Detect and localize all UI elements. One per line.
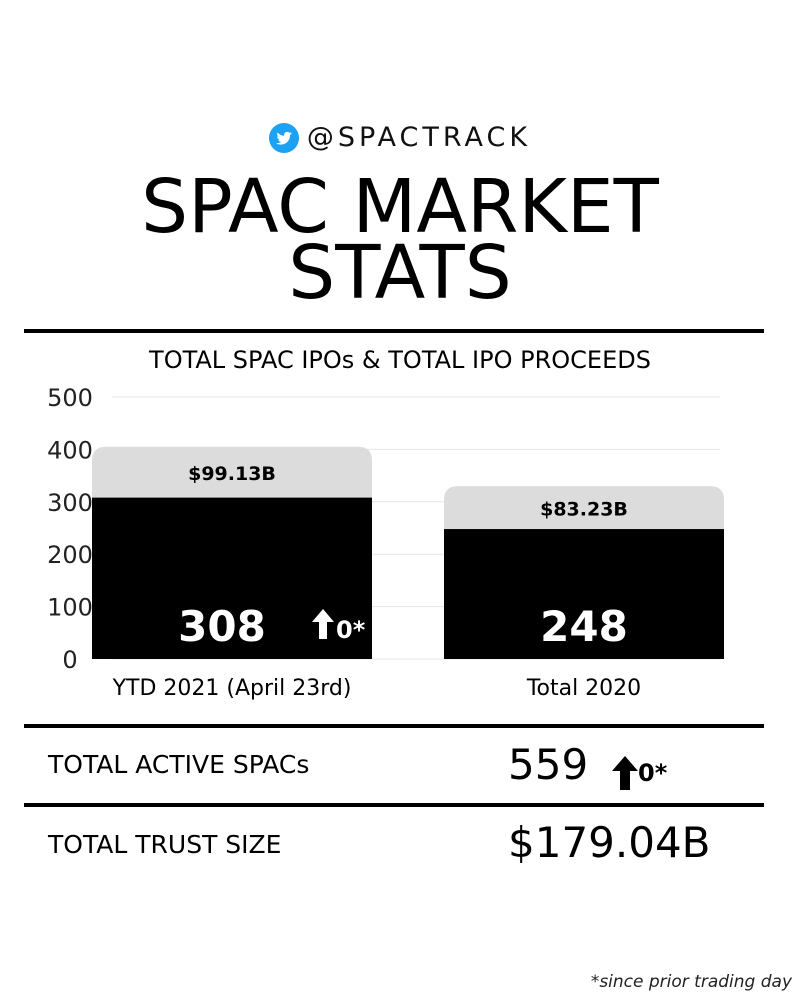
divider-top xyxy=(24,329,764,333)
y-tick-label: 200 xyxy=(47,541,93,569)
chart-area: 0 100 200 300 400 500 $99.13B 308 0* YTD 2021 (Ap… xyxy=(47,384,724,701)
x-category-label: Total 2020 xyxy=(526,676,641,701)
trust-size-value: $179.04B xyxy=(508,818,711,867)
y-tick-label: 0 xyxy=(62,646,77,674)
page-title-line1: SPAC MARKET xyxy=(141,164,659,250)
page-title-line2: STATS xyxy=(288,230,512,316)
twitter-icon xyxy=(268,122,299,153)
twitter-handle: @SPACTRACK xyxy=(306,122,532,153)
y-tick-label: 500 xyxy=(47,384,93,412)
up-arrow-icon xyxy=(612,756,638,790)
y-tick-label: 400 xyxy=(47,436,93,464)
active-spacs-change: 0* xyxy=(612,756,667,790)
footnote: *since prior trading day xyxy=(590,972,792,992)
active-spacs-change-value: 0* xyxy=(638,759,668,787)
up-arrow-icon xyxy=(312,609,334,639)
active-spacs-label: TOTAL ACTIVE SPACs xyxy=(48,750,310,779)
change-label: 0* xyxy=(336,616,366,644)
proceeds-label: $99.13B xyxy=(188,463,276,485)
proceeds-label: $83.23B xyxy=(540,499,628,521)
proceeds-cap-bar xyxy=(92,446,372,498)
proceeds-cap-bar xyxy=(444,486,724,530)
active-spacs-value: 559 xyxy=(508,740,589,789)
y-tick-label: 300 xyxy=(47,489,93,517)
ipo-count-label: 248 xyxy=(540,602,628,651)
twitter-handle-row: @SPACTRACK xyxy=(0,122,800,153)
ipo-count-label: 308 xyxy=(178,602,266,651)
x-category-label: YTD 2021 (April 23rd) xyxy=(112,676,352,701)
trust-size-label: TOTAL TRUST SIZE xyxy=(48,830,282,859)
ipo-count-bar xyxy=(444,529,724,659)
chart-title: TOTAL SPAC IPOs & TOTAL IPO PROCEEDS xyxy=(149,346,651,374)
divider-bottom xyxy=(24,803,764,807)
divider-middle xyxy=(24,724,764,728)
y-tick-label: 100 xyxy=(47,594,93,622)
